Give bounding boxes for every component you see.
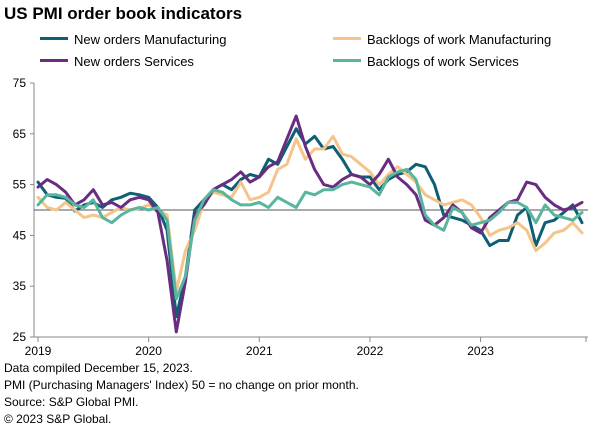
chart-title: US PMI order book indicators — [4, 4, 243, 23]
legend-swatch — [40, 59, 68, 63]
y-tick-label: 55 — [13, 178, 27, 192]
y-tick-label: 35 — [13, 279, 27, 293]
legend-item-backlogs-services: Backlogs of work Services — [333, 54, 519, 69]
x-tick-label: 2022 — [357, 344, 384, 358]
chart-legend: New orders Manufacturing Backlogs of wor… — [0, 30, 594, 74]
legend-item-new-orders-services: New orders Services — [40, 54, 194, 69]
series-line-new-orders-manufacturing — [36, 127, 584, 319]
y-tick-label: 25 — [13, 330, 27, 344]
footnote-pmi-definition: PMI (Purchasing Managers' Index) 50 = no… — [4, 378, 359, 392]
footnote-copyright: © 2023 S&P Global. — [4, 412, 112, 426]
legend-label: Backlogs of work Manufacturing — [367, 32, 552, 47]
y-tick-label: 45 — [13, 228, 27, 242]
series-line-backlogs-of-work-services — [36, 167, 584, 301]
series-line-new-orders-services — [36, 114, 584, 334]
footnote-data-compiled: Data compiled December 15, 2023. — [4, 361, 193, 375]
footnote-source: Source: S&P Global PMI. — [4, 395, 139, 409]
legend-swatch — [333, 59, 361, 63]
footnotes: Data compiled December 15, 2023. PMI (Pu… — [4, 360, 359, 428]
x-tick-label: 2023 — [467, 344, 494, 358]
x-tick-label: 2020 — [135, 344, 162, 358]
legend-label: Backlogs of work Services — [367, 54, 519, 69]
legend-item-backlogs-manufacturing: Backlogs of work Manufacturing — [333, 32, 551, 47]
x-tick-label: 2019 — [25, 344, 52, 358]
y-tick-label: 75 — [13, 76, 27, 90]
legend-swatch — [333, 37, 361, 41]
legend-swatch — [40, 37, 68, 41]
legend-label: New orders Manufacturing — [74, 32, 227, 47]
legend-label: New orders Services — [74, 54, 194, 69]
legend-item-new-orders-manufacturing: New orders Manufacturing — [40, 32, 226, 47]
y-tick-label: 65 — [13, 127, 27, 141]
x-tick-label: 2021 — [246, 344, 273, 358]
